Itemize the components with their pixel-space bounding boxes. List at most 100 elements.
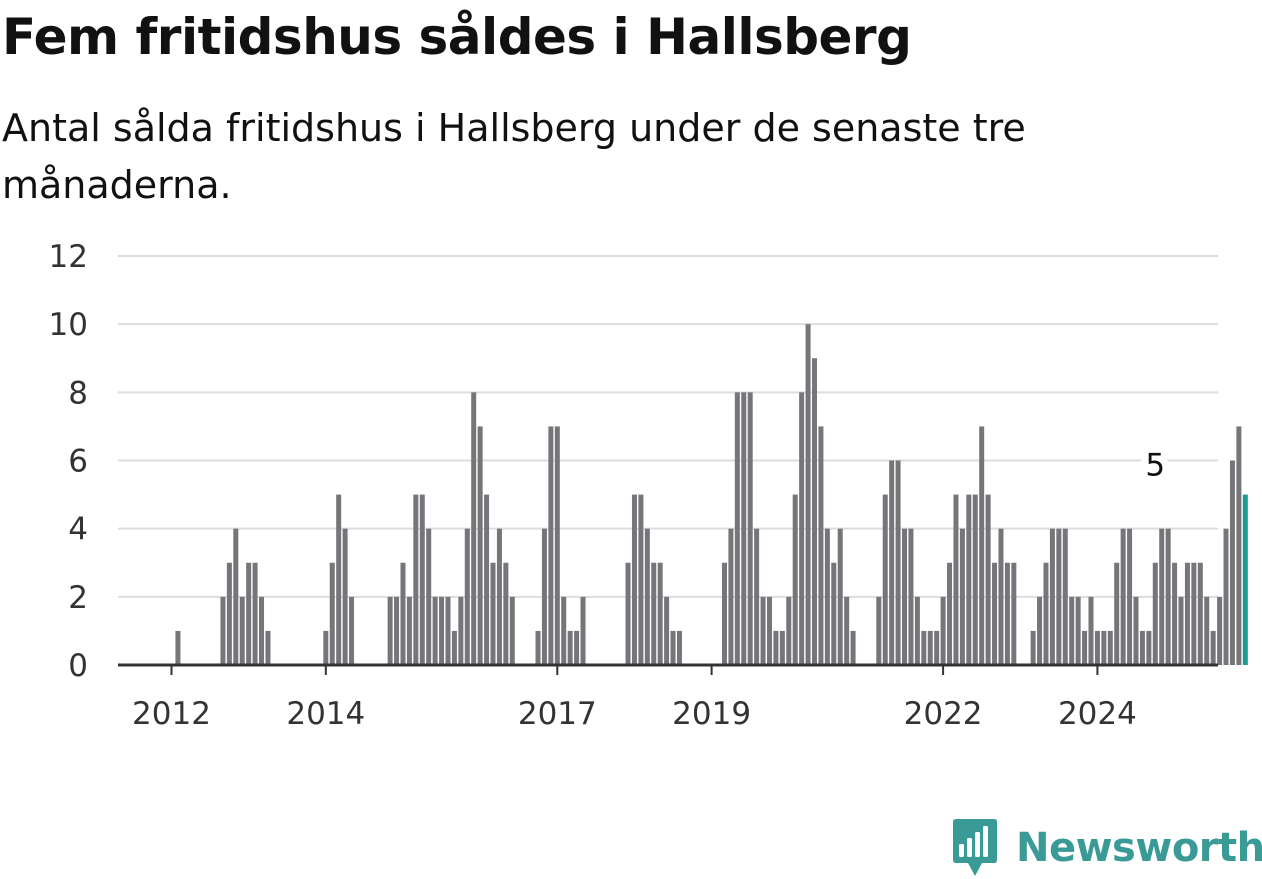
bar	[484, 494, 490, 665]
bar	[1172, 562, 1178, 665]
bar	[432, 596, 438, 665]
y-tick-label: 8	[68, 375, 88, 411]
bar	[233, 528, 239, 665]
bar	[972, 494, 978, 665]
bar	[1011, 562, 1017, 665]
bar	[1049, 528, 1055, 665]
bar	[850, 630, 856, 665]
bar	[728, 528, 734, 665]
bar	[664, 596, 670, 665]
bar	[336, 494, 342, 665]
bar	[1210, 630, 1216, 665]
bar	[1217, 596, 1223, 665]
bar	[1069, 596, 1075, 665]
bar	[220, 596, 226, 665]
bar	[1204, 596, 1210, 665]
bar	[940, 596, 946, 665]
bar	[535, 630, 541, 665]
bar	[394, 596, 400, 665]
bar	[226, 562, 232, 665]
bar	[747, 392, 753, 665]
bar	[902, 528, 908, 665]
bar	[1062, 528, 1068, 665]
bar	[638, 494, 644, 665]
bar	[1030, 630, 1036, 665]
bar	[760, 596, 766, 665]
bar	[1139, 630, 1145, 665]
highlight-bar	[1242, 494, 1248, 665]
bar	[1223, 528, 1229, 665]
bar	[239, 596, 245, 665]
y-tick-label: 4	[68, 512, 88, 548]
bar	[754, 528, 760, 665]
chart-subtitle: Antal sålda fritidshus i Hallsberg under…	[2, 106, 1026, 207]
highlight-value-label: 5	[1145, 448, 1165, 484]
bar	[812, 358, 817, 665]
bar	[721, 562, 727, 665]
bar	[471, 392, 477, 665]
highlight-label-bg	[1141, 448, 1168, 481]
bar	[1229, 460, 1235, 665]
bar	[574, 630, 580, 665]
bar	[876, 596, 882, 665]
y-tick-label: 0	[68, 648, 88, 684]
bar	[837, 528, 843, 665]
bar	[786, 596, 792, 665]
bar	[773, 630, 779, 665]
bar	[992, 562, 998, 665]
bar	[947, 562, 953, 665]
y-tick-label: 6	[68, 444, 88, 480]
bar	[1178, 596, 1184, 665]
bar	[979, 426, 985, 665]
bar	[1037, 596, 1043, 665]
bar	[824, 528, 830, 665]
y-tick-label: 10	[49, 307, 88, 343]
bar	[966, 494, 972, 665]
bar	[413, 494, 419, 665]
bar	[1114, 562, 1120, 665]
bar	[342, 528, 348, 665]
bar	[445, 596, 451, 665]
bar	[252, 562, 258, 665]
bar	[451, 630, 457, 665]
bar	[323, 630, 329, 665]
bar	[496, 528, 502, 665]
bar	[464, 528, 470, 665]
bar	[400, 562, 406, 665]
bar	[792, 494, 798, 665]
bar	[631, 494, 637, 665]
bar	[657, 562, 663, 665]
bar	[246, 562, 252, 665]
bar	[914, 596, 920, 665]
bar	[1197, 562, 1203, 665]
bar	[1236, 426, 1242, 665]
bar	[998, 528, 1004, 665]
bar	[908, 528, 914, 665]
x-tick-label: 2017	[518, 696, 597, 732]
bar	[741, 392, 747, 665]
bar	[844, 596, 850, 665]
bar	[985, 494, 991, 665]
bar	[734, 392, 740, 665]
bar	[670, 630, 676, 665]
bar	[1146, 630, 1152, 665]
bar	[889, 460, 895, 665]
bar	[567, 630, 573, 665]
bar	[1152, 562, 1158, 665]
bar	[953, 494, 959, 665]
bar	[1184, 562, 1190, 665]
bar	[349, 596, 355, 665]
bar	[329, 562, 335, 665]
bar	[1088, 596, 1094, 665]
bar	[1056, 528, 1062, 665]
x-tick-label: 2024	[1058, 696, 1137, 732]
bar	[406, 596, 412, 665]
bar	[561, 596, 567, 665]
bar	[927, 630, 933, 665]
bar	[387, 596, 393, 665]
bar	[175, 630, 181, 665]
y-tick-label: 2	[68, 580, 88, 616]
bar	[1133, 596, 1139, 665]
bar	[554, 426, 560, 665]
y-tick-label: 12	[49, 239, 88, 275]
